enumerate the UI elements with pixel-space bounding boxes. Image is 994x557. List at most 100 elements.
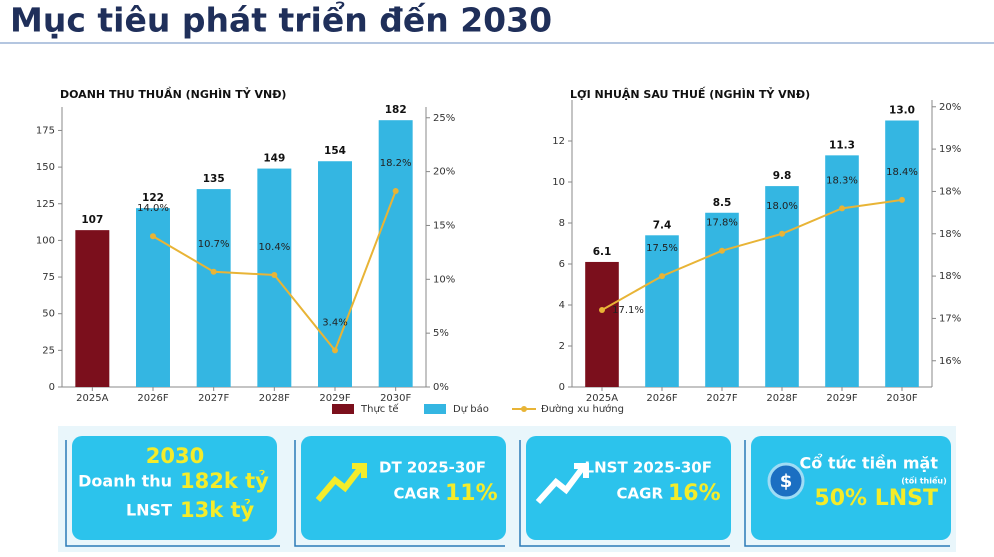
page-title: Mục tiêu phát triển đến 2030	[10, 0, 552, 40]
y-tick-label: 0	[559, 382, 565, 393]
bar-label: 154	[324, 145, 346, 157]
x-tick-label: 2029F	[826, 393, 857, 404]
trend-marker	[779, 230, 785, 237]
x-tick-label: 2030F	[380, 393, 411, 404]
bar-label: 107	[81, 214, 103, 226]
bar	[75, 230, 110, 387]
card-value: 50% LNST	[814, 486, 938, 511]
trend-label: 10.7%	[198, 239, 230, 250]
trend-label: 18.3%	[826, 175, 858, 186]
card-label: CAGR	[394, 485, 441, 503]
card-decor	[744, 440, 950, 547]
trend-marker	[599, 306, 605, 313]
y-tick-label: 12	[552, 136, 565, 147]
y-tick-label: 75	[42, 272, 55, 283]
y-tick-label: 125	[36, 199, 55, 210]
trend-label: 17.1%	[612, 305, 644, 316]
bar	[825, 155, 859, 387]
y-tick-label: 0	[49, 382, 55, 393]
card-title: Cổ tức tiền mặt	[800, 454, 939, 473]
y-tick-label: 100	[36, 235, 55, 246]
bar	[705, 212, 739, 387]
card-label: CAGR	[617, 485, 664, 503]
card-box	[526, 436, 731, 540]
trend-icon	[535, 463, 589, 505]
card-box	[301, 436, 506, 540]
x-tick-label: 2027F	[706, 393, 737, 404]
trend-label: 18.4%	[886, 167, 918, 178]
bar-label: 149	[263, 153, 285, 165]
x-tick-label: 2025A	[76, 393, 108, 404]
bar-label: 8.5	[713, 197, 732, 209]
trend-label: 3.4%	[322, 317, 347, 328]
chart-title: DOANH THU THUẦN (NGHÌN TỶ VNĐ)	[60, 87, 286, 101]
bar-label: 9.8	[773, 170, 792, 182]
card-decor	[65, 440, 280, 547]
card-title: LNST 2025-30F	[585, 459, 712, 477]
y-tick-label: 2	[559, 341, 565, 352]
bar	[645, 235, 679, 387]
legend-label: Dự báo	[453, 403, 489, 415]
bar-label: 135	[203, 173, 225, 185]
card-box	[72, 436, 277, 540]
x-tick-label: 2027F	[198, 393, 229, 404]
bar	[885, 120, 919, 387]
x-tick-label: 2028F	[766, 393, 797, 404]
trend-label: 14.0%	[137, 203, 169, 214]
trend-line	[601, 198, 903, 311]
legend-swatch	[332, 404, 354, 414]
legend-marker	[521, 406, 527, 412]
bar-label: 11.3	[829, 139, 855, 151]
y-tick-label: 10	[552, 177, 565, 188]
card: DT 2025-30F CAGR 11%	[294, 436, 506, 547]
bar-label: 182	[385, 104, 407, 116]
y2-tick-label: 0%	[433, 382, 449, 393]
legend-label: Đường xu hướng	[541, 403, 624, 415]
bar	[585, 261, 619, 387]
y-tick-label: 6	[559, 259, 565, 270]
x-tick-label: 2025A	[586, 393, 618, 404]
bar-label: 122	[142, 192, 164, 204]
card: 2030 Doanh thu 182k tỷ LNST 13k tỷ	[65, 436, 280, 547]
legend-swatch	[424, 404, 446, 414]
charts: DOANH THU THUẦN (NGHÌN TỶ VNĐ)0255075100…	[36, 86, 961, 415]
trend-marker	[839, 205, 845, 212]
y2-tick-label: 19%	[939, 144, 961, 155]
card-box	[751, 436, 951, 540]
trend-marker	[332, 347, 338, 354]
bar-label: 13.0	[889, 105, 915, 117]
y2-tick-label: 20%	[433, 167, 455, 178]
trend-label: 17.5%	[646, 243, 678, 254]
y2-tick-label: 15%	[433, 220, 455, 231]
trend-marker	[899, 196, 905, 203]
card-title: DT 2025-30F	[379, 459, 486, 477]
trend-label: 18.2%	[380, 158, 412, 169]
card-note: (tối thiểu)	[901, 475, 947, 486]
trend-label: 17.8%	[706, 218, 738, 229]
card-label: LNST	[126, 501, 172, 520]
card-decor	[294, 440, 505, 547]
card-value: 16%	[668, 481, 721, 506]
y-tick-label: 150	[36, 162, 55, 173]
legend-label: Thực tế	[360, 403, 399, 415]
y-tick-label: 25	[42, 345, 55, 356]
trend-label: 18.0%	[766, 201, 798, 212]
y2-tick-label: 16%	[939, 356, 961, 367]
card-value: 182k tỷ	[180, 469, 269, 493]
card-year: 2030	[146, 444, 204, 468]
chart-title: LỢI NHUẬN SAU THUẾ (NGHÌN TỶ VNĐ)	[570, 86, 810, 101]
y-tick-label: 4	[559, 300, 565, 311]
y2-tick-label: 18%	[939, 271, 961, 282]
trend-marker	[150, 233, 156, 240]
card-decor	[519, 440, 730, 547]
trend-marker	[271, 272, 278, 278]
x-tick-label: 2026F	[646, 393, 677, 404]
y2-tick-label: 10%	[433, 274, 455, 285]
y2-tick-label: 17%	[939, 313, 961, 324]
bar	[196, 189, 231, 387]
bar-label: 7.4	[653, 219, 672, 231]
card-value: 11%	[445, 481, 498, 506]
trend-icon	[315, 463, 367, 502]
y-tick-label: 175	[36, 125, 55, 136]
